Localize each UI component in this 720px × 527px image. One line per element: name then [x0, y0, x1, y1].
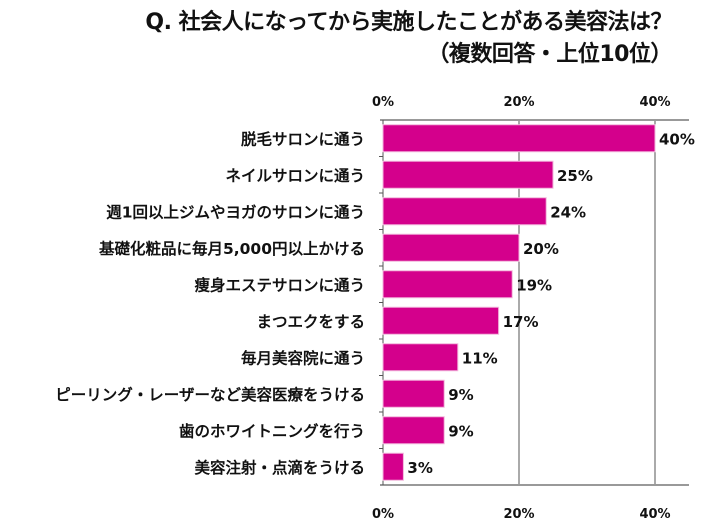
bar [382, 416, 445, 445]
data-label: 24% [550, 203, 586, 221]
bar [382, 270, 513, 299]
data-label: 40% [659, 130, 695, 148]
category-label: ネイルサロンに通う [225, 167, 365, 185]
category-label: 脱毛サロンに通う [241, 129, 365, 148]
x-tick-label-bottom: 0% [372, 507, 394, 522]
chart-title: Q. 社会人になってから実施したことがある美容法は？ [145, 10, 672, 35]
x-tick-label-top: 40% [639, 95, 670, 110]
data-label: 9% [448, 422, 473, 440]
category-label: 毎月美容院に通う [241, 348, 365, 367]
x-tick-label-top: 0% [372, 95, 394, 110]
category-label: ピーリング・レーザーなど美容医療をうける [55, 385, 365, 404]
x-tick-label-bottom: 20% [503, 507, 534, 522]
x-tick-label-top: 20% [503, 95, 534, 110]
bar [382, 124, 656, 153]
bar [382, 343, 459, 372]
data-label: 17% [503, 313, 539, 331]
bar [382, 452, 404, 481]
bar [382, 306, 500, 335]
category-label: 週1回以上ジムやヨガのサロンに通う [106, 203, 365, 221]
category-label: 基礎化粧品に毎月5,000円以上かける [98, 239, 365, 258]
data-label: 19% [516, 276, 552, 294]
data-label: 3% [407, 459, 432, 477]
bar [382, 197, 547, 226]
bar [382, 379, 445, 408]
x-tick-label-bottom: 40% [639, 507, 670, 522]
category-label: まつエクをする [256, 313, 365, 331]
data-label: 11% [462, 349, 498, 367]
data-label: 25% [557, 167, 593, 185]
category-label: 美容注射・点滴をうける [194, 458, 365, 477]
category-label: 痩身エステサロンに通う [194, 275, 365, 294]
data-label: 20% [523, 240, 559, 258]
bar [382, 160, 554, 189]
chart-subtitle: （複数回答・上位10位） [427, 42, 672, 67]
category-label: 歯のホワイトニングを行う [179, 421, 365, 440]
data-label: 9% [448, 386, 473, 404]
bar [382, 233, 520, 262]
